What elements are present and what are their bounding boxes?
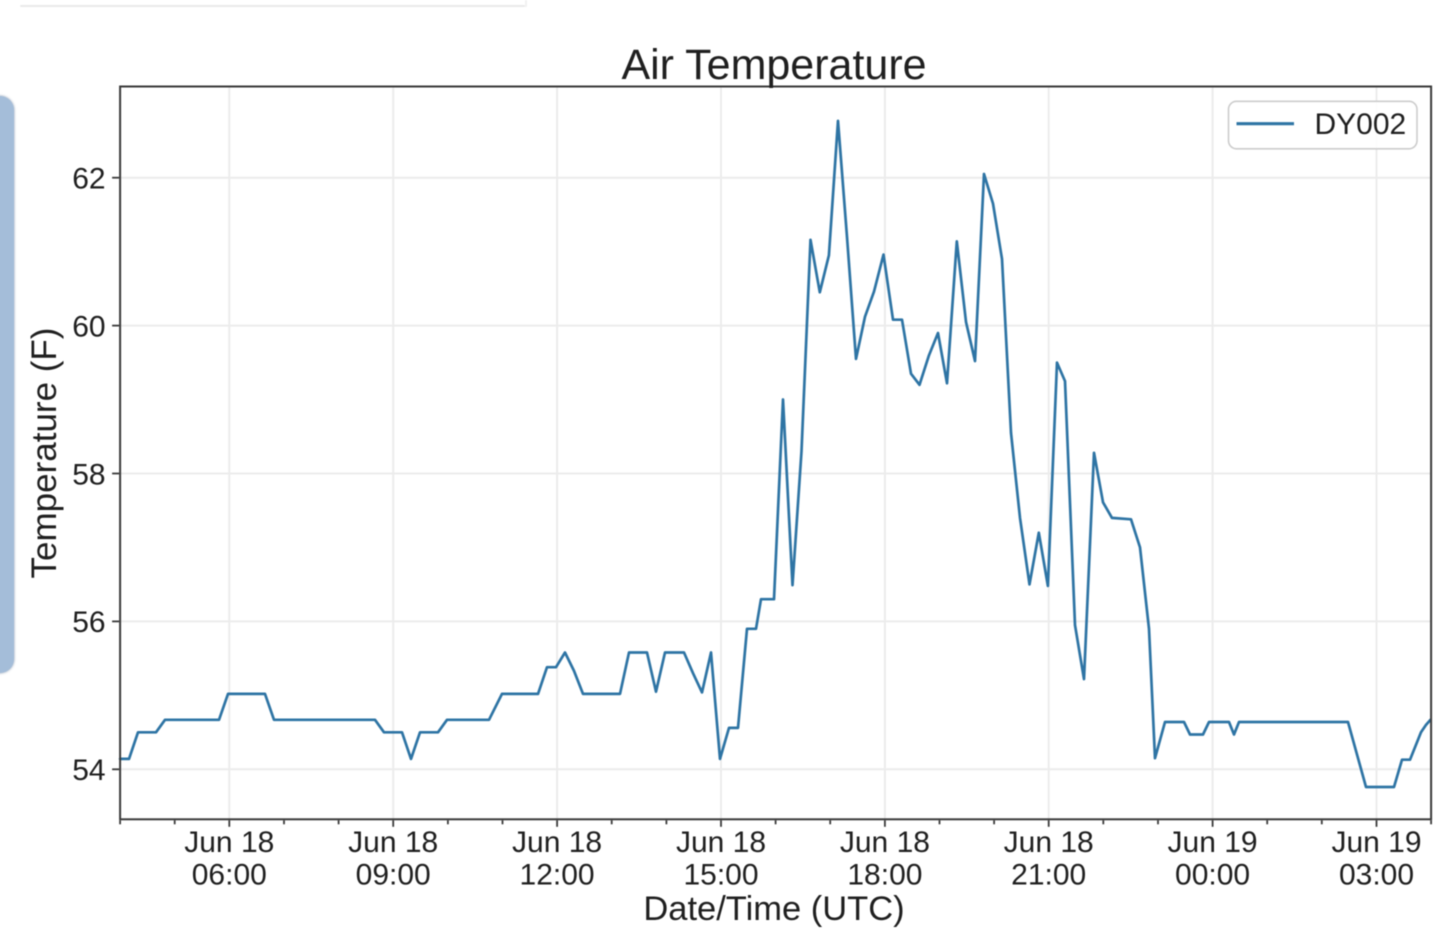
svg-text:60: 60 bbox=[72, 310, 105, 343]
svg-text:Date/Time (UTC): Date/Time (UTC) bbox=[643, 890, 904, 928]
svg-text:15:00: 15:00 bbox=[683, 859, 758, 892]
svg-text:21:00: 21:00 bbox=[1011, 859, 1086, 892]
svg-text:Temperature (F): Temperature (F) bbox=[25, 328, 64, 579]
svg-text:54: 54 bbox=[72, 754, 105, 787]
svg-text:03:00: 03:00 bbox=[1339, 859, 1414, 892]
svg-text:62: 62 bbox=[72, 163, 105, 196]
svg-text:Jun 18: Jun 18 bbox=[184, 826, 274, 859]
svg-text:56: 56 bbox=[72, 606, 105, 639]
svg-text:Jun 18: Jun 18 bbox=[512, 826, 602, 859]
svg-text:Jun 18: Jun 18 bbox=[840, 826, 930, 859]
svg-text:58: 58 bbox=[72, 458, 105, 491]
svg-text:Jun 19: Jun 19 bbox=[1331, 826, 1421, 859]
svg-text:12:00: 12:00 bbox=[520, 859, 595, 892]
svg-text:18:00: 18:00 bbox=[847, 859, 922, 892]
svg-text:00:00: 00:00 bbox=[1175, 859, 1250, 892]
svg-text:DY002: DY002 bbox=[1315, 108, 1407, 141]
svg-text:Air Temperature: Air Temperature bbox=[621, 41, 926, 89]
svg-text:Jun 18: Jun 18 bbox=[676, 826, 766, 859]
svg-text:06:00: 06:00 bbox=[192, 859, 267, 892]
svg-text:09:00: 09:00 bbox=[356, 859, 431, 892]
svg-text:Jun 18: Jun 18 bbox=[1004, 826, 1094, 859]
svg-text:Jun 18: Jun 18 bbox=[348, 826, 438, 859]
svg-text:Jun 19: Jun 19 bbox=[1168, 826, 1258, 859]
